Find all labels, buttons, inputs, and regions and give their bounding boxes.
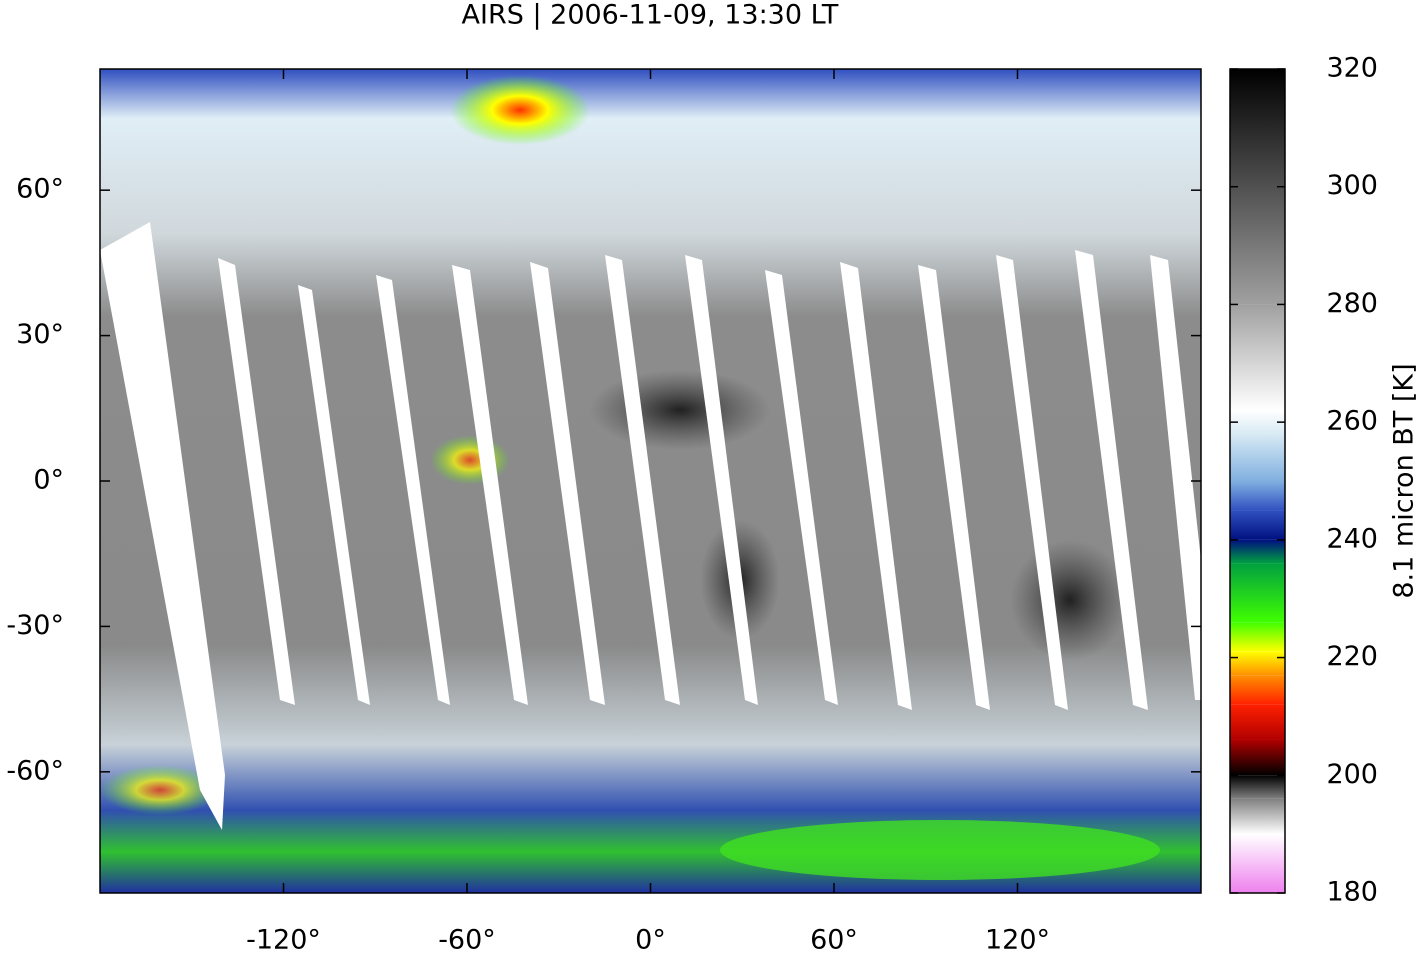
colorbar-segment (1230, 69, 1285, 305)
colorbar-segment (1230, 704, 1285, 740)
swath-gap (840, 262, 912, 710)
colorbar-tick-label: 240 (1326, 523, 1378, 554)
colorbar-tick-label: 200 (1326, 759, 1378, 790)
colorbar-segment (1230, 563, 1285, 623)
x-tick-label: -120° (246, 925, 321, 956)
colorbar-label: 8.1 micron BT [K] (1389, 363, 1420, 598)
colorbar-segment (1230, 304, 1285, 411)
x-tick-label: 120° (985, 925, 1050, 956)
colorbar-segment (1230, 510, 1285, 540)
y-tick-label: 60° (16, 174, 64, 205)
swath-gap (298, 285, 370, 705)
colorbar-tick-label: 260 (1326, 406, 1378, 437)
cloud-feature (720, 820, 1160, 880)
data-gaps (100, 222, 1201, 830)
swath-gap (996, 255, 1068, 710)
colorbar-segment (1230, 775, 1285, 799)
x-tick-label: 0° (635, 925, 666, 956)
colorbar-segment (1230, 481, 1285, 511)
colorbar-tick-label: 220 (1326, 641, 1378, 672)
colorbar-frame (1229, 68, 1286, 894)
colorbar-segment (1230, 739, 1285, 776)
chart-title: AIRS | 2006-11-09, 13:30 LT (462, 0, 839, 31)
colorbar-segment (1230, 433, 1285, 481)
colorbar-segment (1230, 834, 1285, 893)
cloud-feature (450, 75, 590, 145)
cloud-feature (1010, 540, 1130, 660)
colorbar-tick-label: 280 (1326, 288, 1378, 319)
swath-gap (765, 270, 838, 705)
colorbar-segment (1230, 539, 1285, 564)
cloud-feature (590, 370, 770, 450)
swath-gap (452, 265, 528, 705)
swath-gap (605, 255, 680, 705)
y-tick-label: 30° (16, 319, 64, 350)
colorbar-segment (1230, 675, 1285, 705)
colorbar-segment (1230, 651, 1285, 676)
swath-gap (100, 222, 225, 830)
map-image (100, 69, 1201, 893)
y-tick-label: -60° (6, 755, 64, 786)
swath-gap (918, 265, 990, 710)
y-tick-label: 0° (33, 465, 64, 496)
x-tick-label: -60° (438, 925, 496, 956)
cloud-feature (430, 435, 510, 485)
swath-gap (1150, 255, 1201, 700)
swath-gap (1075, 250, 1148, 710)
colorbar-tick-label: 320 (1326, 53, 1378, 84)
colorbar-segment (1230, 798, 1285, 835)
colorbar-segment (1230, 410, 1285, 434)
swath-gap (376, 275, 450, 705)
colorbar-segment (1230, 622, 1285, 652)
x-tick-label: 60° (810, 925, 858, 956)
y-tick-label: -30° (6, 610, 64, 641)
swath-gap (685, 255, 758, 705)
swath-gap (530, 262, 605, 705)
cloud-feature (100, 765, 220, 815)
colorbar-tick-label: 180 (1326, 877, 1378, 908)
colorbar-tick-label: 300 (1326, 170, 1378, 201)
swath-gap (218, 258, 295, 705)
